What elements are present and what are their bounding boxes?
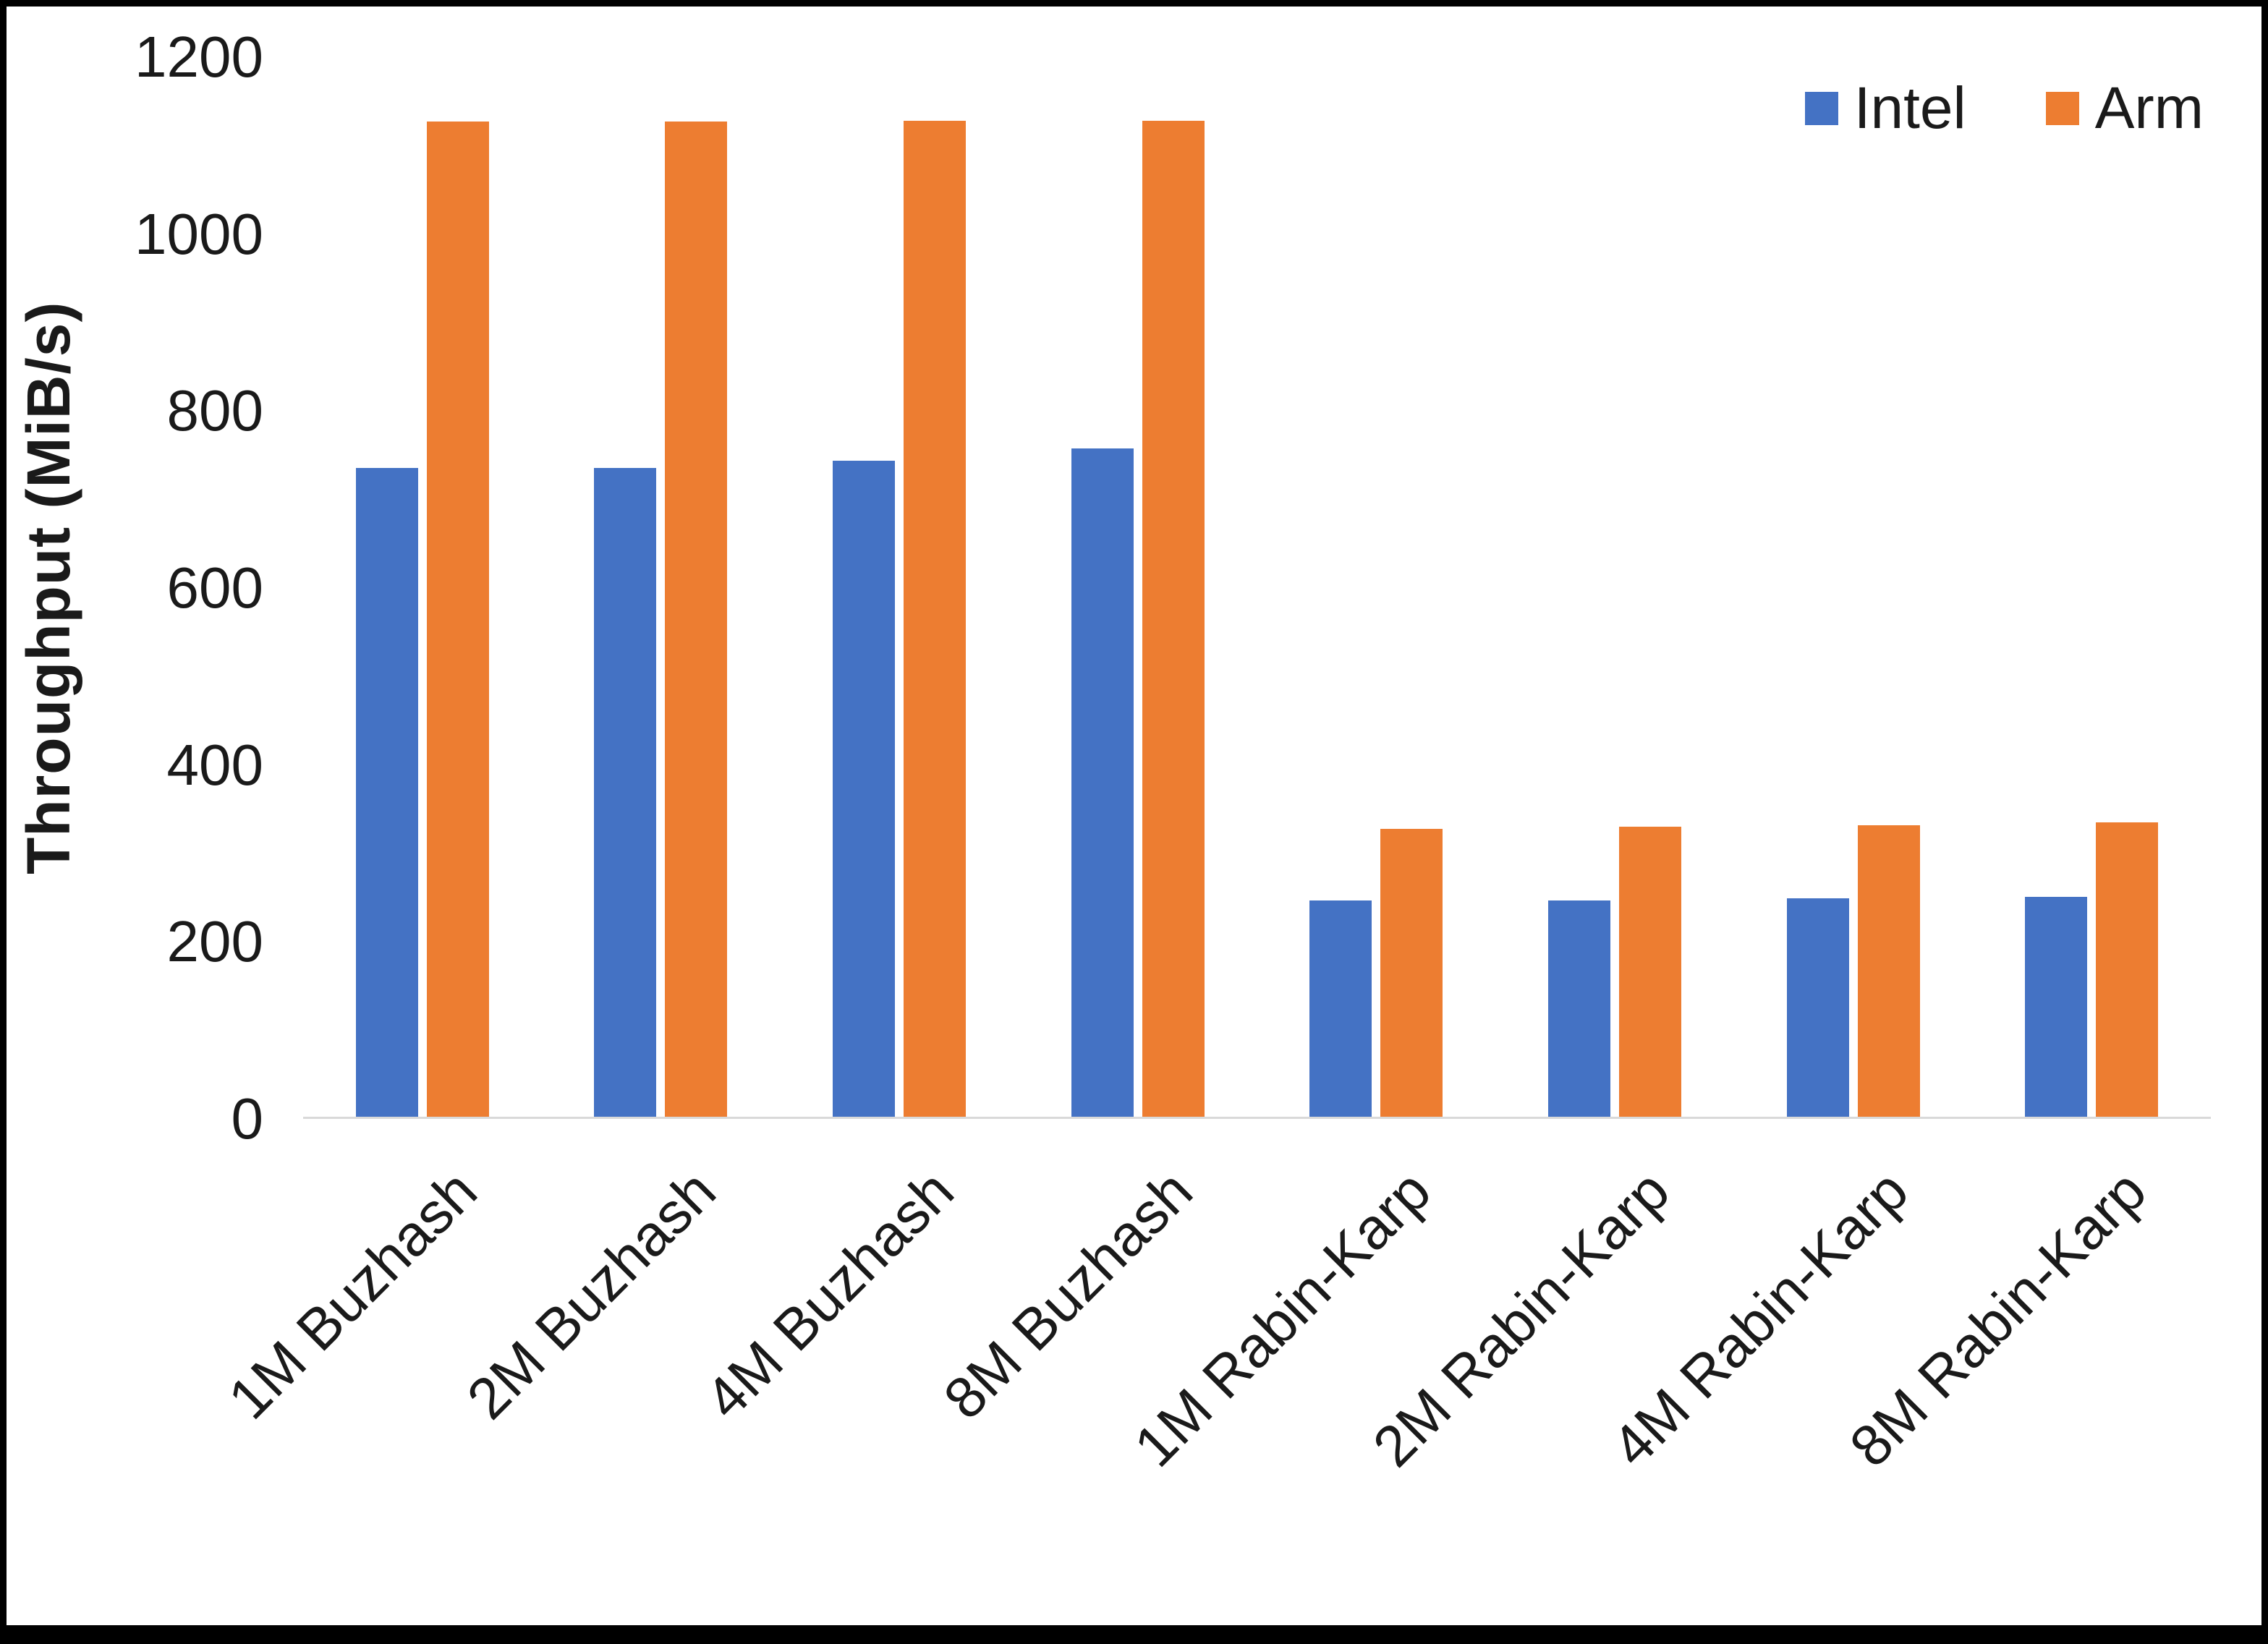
bar-intel-8m-rabin-karp — [2025, 896, 2088, 1119]
bar-group-4m-rabin-karp — [1734, 57, 1973, 1119]
y-tick-label: 0 — [231, 1086, 264, 1151]
bar-intel-1m-rabin-karp — [1309, 900, 1372, 1119]
legend-swatch-intel — [1804, 92, 1838, 125]
bar-groups — [303, 57, 2211, 1119]
bar-intel-4m-buzhash — [833, 460, 896, 1119]
bar-intel-4m-rabin-karp — [1786, 898, 1849, 1119]
plot-area: Intel Arm — [303, 57, 2211, 1119]
y-tick-label: 200 — [166, 909, 263, 974]
legend-item-arm: Arm — [2045, 75, 2204, 141]
bar-group-8m-buzhash — [1019, 57, 1257, 1119]
bar-arm-2m-buzhash — [665, 122, 728, 1119]
bar-arm-8m-buzhash — [1142, 121, 1205, 1119]
legend-item-intel: Intel — [1804, 75, 1966, 141]
y-tick-label: 800 — [166, 378, 263, 443]
bar-arm-2m-rabin-karp — [1618, 827, 1681, 1119]
bar-group-4m-buzhash — [780, 57, 1019, 1119]
bar-arm-1m-buzhash — [426, 122, 489, 1119]
x-axis-label: 2M Buzhash — [454, 1158, 728, 1431]
bar-group-2m-rabin-karp — [1495, 57, 1734, 1119]
bar-arm-8m-rabin-karp — [2096, 822, 2159, 1119]
bar-chart: Throughput (MiB/s) 0 200 400 600 800 1000 1200… — [7, 7, 2261, 1625]
bar-group-1m-buzhash — [303, 57, 542, 1119]
bar-arm-4m-buzhash — [904, 121, 967, 1119]
x-axis-label: 1M Buzhash — [216, 1158, 490, 1431]
bar-intel-2m-buzhash — [594, 467, 657, 1119]
y-axis-title: Throughput (MiB/s) — [14, 301, 82, 875]
legend-label: Arm — [2094, 75, 2204, 141]
y-tick-label: 600 — [166, 555, 263, 620]
y-tick-label: 1200 — [135, 25, 263, 89]
bar-arm-1m-rabin-karp — [1380, 828, 1443, 1119]
y-tick-label: 1000 — [135, 201, 263, 266]
bar-intel-8m-buzhash — [1071, 448, 1134, 1119]
bar-group-1m-rabin-karp — [1257, 57, 1496, 1119]
y-axis-ticks: 0 200 400 600 800 1000 1200 — [122, 28, 303, 1148]
x-axis-label: 8M Buzhash — [931, 1158, 1205, 1431]
bar-group-8m-rabin-karp — [1972, 57, 2211, 1119]
bar-arm-4m-rabin-karp — [1857, 825, 1920, 1119]
legend-label: Intel — [1853, 75, 1966, 141]
bar-intel-1m-buzhash — [355, 467, 418, 1119]
bar-intel-2m-rabin-karp — [1547, 900, 1610, 1119]
bar-group-2m-buzhash — [542, 57, 781, 1119]
legend-swatch-arm — [2045, 92, 2079, 125]
x-axis-labels: 1M Buzhash 2M Buzhash 4M Buzhash 8M Buzhash… — [216, 1119, 2211, 1625]
legend: Intel Arm — [1804, 75, 2204, 141]
x-axis-line — [303, 1117, 2211, 1119]
y-tick-label: 400 — [166, 732, 263, 797]
x-axis-label: 4M Buzhash — [692, 1158, 967, 1431]
